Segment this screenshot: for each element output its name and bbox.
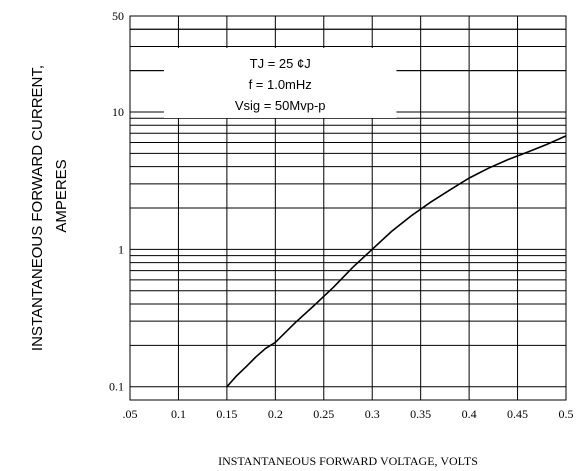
x-tick-label: 0.45 [507,407,528,421]
series-layer [226,135,567,388]
x-tick-label: 0.1 [171,407,186,421]
plot-frame [129,15,567,401]
x-axis-title: INSTANTANEOUS FORWARD VOLTAGE, VOLTS [218,454,478,468]
annotation-line: TJ = 25 ¢J [250,56,311,71]
x-tick-labels: .05 0.1 0.15 0.2 0.25 0.3 0.35 0.4 0.45 0.5 [123,407,574,421]
y-axis-title-line: AMPERES [53,159,70,232]
annotation-line: Vsig = 50Mvp-p [235,98,326,113]
x-tick-label: 0.15 [216,407,237,421]
x-tick-label: 0.5 [559,407,574,421]
y-tick-label: 1 [118,242,124,256]
x-tick-label: .05 [123,407,138,421]
x-tick-label: 0.25 [313,407,334,421]
x-tick-label: 0.3 [365,407,380,421]
annotation-box: TJ = 25 ¢J f = 1.0mHz Vsig = 50Mvp-p [163,48,397,118]
y-tick-labels: 0.1 1 10 50 [109,9,124,394]
y-axis-title-line: INSTANTANEOUS FORWARD CURRENT, [29,65,46,351]
annotation-background [163,48,397,118]
y-axis-title: INSTANTANEOUS FORWARD CURRENT, AMPERES [29,65,70,351]
y-tick-label: 50 [112,9,124,23]
x-tick-label: 0.2 [268,407,283,421]
series-line [226,135,567,388]
x-tick-label: 0.35 [410,407,431,421]
y-tick-label: 10 [112,105,124,119]
y-tick-label: 0.1 [109,380,124,394]
x-tick-label: 0.4 [462,407,477,421]
annotation-line: f = 1.0mHz [249,77,312,92]
